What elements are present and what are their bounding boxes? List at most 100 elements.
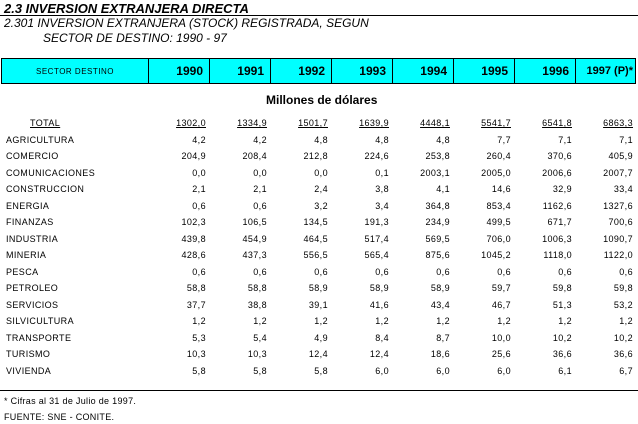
- row-value: 204,9: [181, 151, 206, 162]
- row-value: 0,6: [619, 266, 633, 277]
- row-value: 1006,3: [542, 233, 572, 244]
- row-value: 260,4: [486, 151, 511, 162]
- row-label: SILVICULTURA: [6, 316, 74, 327]
- row-value: 0,0: [314, 167, 328, 178]
- row-value: 0,0: [192, 167, 206, 178]
- row-value: 134,5: [303, 217, 328, 228]
- header-year: 1994: [392, 59, 453, 83]
- row-value: 0,6: [436, 266, 450, 277]
- row-value: 0,1: [375, 167, 389, 178]
- row-value: 7,1: [619, 134, 633, 145]
- row-value: 6,0: [436, 365, 450, 376]
- row-value: 0,6: [497, 266, 511, 277]
- header-year: 1993: [331, 59, 392, 83]
- row-label: VIVIENDA: [6, 365, 52, 376]
- row-value: 3,4: [375, 200, 389, 211]
- header-year: 1990: [148, 59, 209, 83]
- row-value: 7,7: [497, 134, 511, 145]
- row-value: 4,8: [375, 134, 389, 145]
- row-label: INDUSTRIA: [6, 233, 59, 244]
- row-label: FINANZAS: [6, 217, 54, 228]
- table-subtitle-line2: SECTOR DE DESTINO: 1990 - 97: [43, 31, 227, 45]
- row-value: 12,4: [369, 349, 389, 360]
- row-value: 59,8: [613, 283, 633, 294]
- table-row: TRANSPORTE 5,3 5,4 4,9 8,4 8,7 10,0 10,2 10,2: [0, 330, 638, 347]
- row-value: 1045,2: [481, 250, 511, 261]
- row-value: 454,9: [242, 233, 267, 244]
- row-value: 5,3: [192, 332, 206, 343]
- row-value: 5541,7: [481, 118, 511, 129]
- row-value: 0,6: [314, 266, 328, 277]
- table-row: SILVICULTURA 1,2 1,2 1,2 1,2 1,2 1,2 1,2 1,2: [0, 313, 638, 330]
- table-row: INDUSTRIA 439,8 454,9 464,5 517,4 569,5 706,0 1…: [0, 231, 638, 248]
- row-value: 0,6: [375, 266, 389, 277]
- row-value: 32,9: [552, 184, 572, 195]
- row-value: 565,4: [364, 250, 389, 261]
- row-value: 58,9: [369, 283, 389, 294]
- row-value: 0,6: [558, 266, 572, 277]
- row-value: 6541,8: [542, 118, 572, 129]
- row-value: 569,5: [425, 233, 450, 244]
- row-value: 59,8: [552, 283, 572, 294]
- row-value: 2003,1: [420, 167, 450, 178]
- row-value: 59,7: [491, 283, 511, 294]
- row-value: 405,9: [608, 151, 633, 162]
- row-value: 6,1: [558, 365, 572, 376]
- row-value: 58,8: [186, 283, 206, 294]
- row-value: 517,4: [364, 233, 389, 244]
- row-value: 36,6: [552, 349, 572, 360]
- row-value: 18,6: [430, 349, 450, 360]
- row-value: 1,2: [558, 316, 572, 327]
- table-row: TOTAL 1302,0 1334,9 1501,7 1639,9 4448,1 5541,…: [0, 115, 638, 132]
- bottom-rule: [0, 390, 638, 391]
- row-value: 0,6: [192, 266, 206, 277]
- row-value: 208,4: [242, 151, 267, 162]
- row-value: 6863,3: [603, 118, 633, 129]
- header-year: 1991: [209, 59, 270, 83]
- row-label: ENERGIA: [6, 200, 50, 211]
- row-value: 10,3: [247, 349, 267, 360]
- row-value: 1,2: [375, 316, 389, 327]
- row-value: 1302,0: [176, 118, 206, 129]
- table-row: PETROLEO 58,8 58,8 58,9 58,9 58,9 59,7 59,8 59,8: [0, 280, 638, 297]
- units-label: Millones de dólares: [266, 93, 378, 107]
- row-value: 1,2: [192, 316, 206, 327]
- row-label: SERVICIOS: [6, 299, 59, 310]
- row-value: 1162,6: [542, 200, 572, 211]
- header-year: 1995: [453, 59, 514, 83]
- row-value: 10,0: [491, 332, 511, 343]
- row-value: 0,6: [253, 266, 267, 277]
- row-value: 10,3: [186, 349, 206, 360]
- row-value: 8,7: [436, 332, 450, 343]
- row-value: 671,7: [547, 217, 572, 228]
- row-value: 0,0: [253, 167, 267, 178]
- row-value: 234,9: [425, 217, 450, 228]
- table-row: CONSTRUCCION 2,1 2,1 2,4 3,8 4,1 14,6 32,9 33,4: [0, 181, 638, 198]
- row-value: 0,6: [192, 200, 206, 211]
- row-value: 4448,1: [420, 118, 450, 129]
- table-title: 2.3 INVERSION EXTRANJERA DIRECTA: [4, 1, 249, 16]
- row-value: 1122,0: [603, 250, 633, 261]
- row-value: 43,4: [430, 299, 450, 310]
- row-value: 102,3: [181, 217, 206, 228]
- table-row: ENERGIA 0,6 0,6 3,2 3,4 364,8 853,4 1162,6 1327,…: [0, 198, 638, 215]
- row-value: 7,1: [558, 134, 572, 145]
- row-value: 4,2: [253, 134, 267, 145]
- row-value: 439,8: [181, 233, 206, 244]
- row-value: 464,5: [303, 233, 328, 244]
- row-value: 6,7: [619, 365, 633, 376]
- row-label: CONSTRUCCION: [6, 184, 85, 195]
- row-value: 25,6: [491, 349, 511, 360]
- row-value: 1,2: [436, 316, 450, 327]
- table-row: TURISMO 10,3 10,3 12,4 12,4 18,6 25,6 36,6 36,6: [0, 346, 638, 363]
- row-label: TOTAL: [30, 118, 61, 129]
- row-value: 437,3: [242, 250, 267, 261]
- row-label: COMUNICACIONES: [6, 167, 96, 178]
- row-value: 2005,0: [481, 167, 511, 178]
- row-value: 6,0: [375, 365, 389, 376]
- row-value: 1327,6: [603, 200, 633, 211]
- footnote: * Cifras al 31 de Julio de 1997.: [4, 396, 137, 406]
- row-value: 1639,9: [359, 118, 389, 129]
- row-value: 4,2: [192, 134, 206, 145]
- row-value: 0,6: [253, 200, 267, 211]
